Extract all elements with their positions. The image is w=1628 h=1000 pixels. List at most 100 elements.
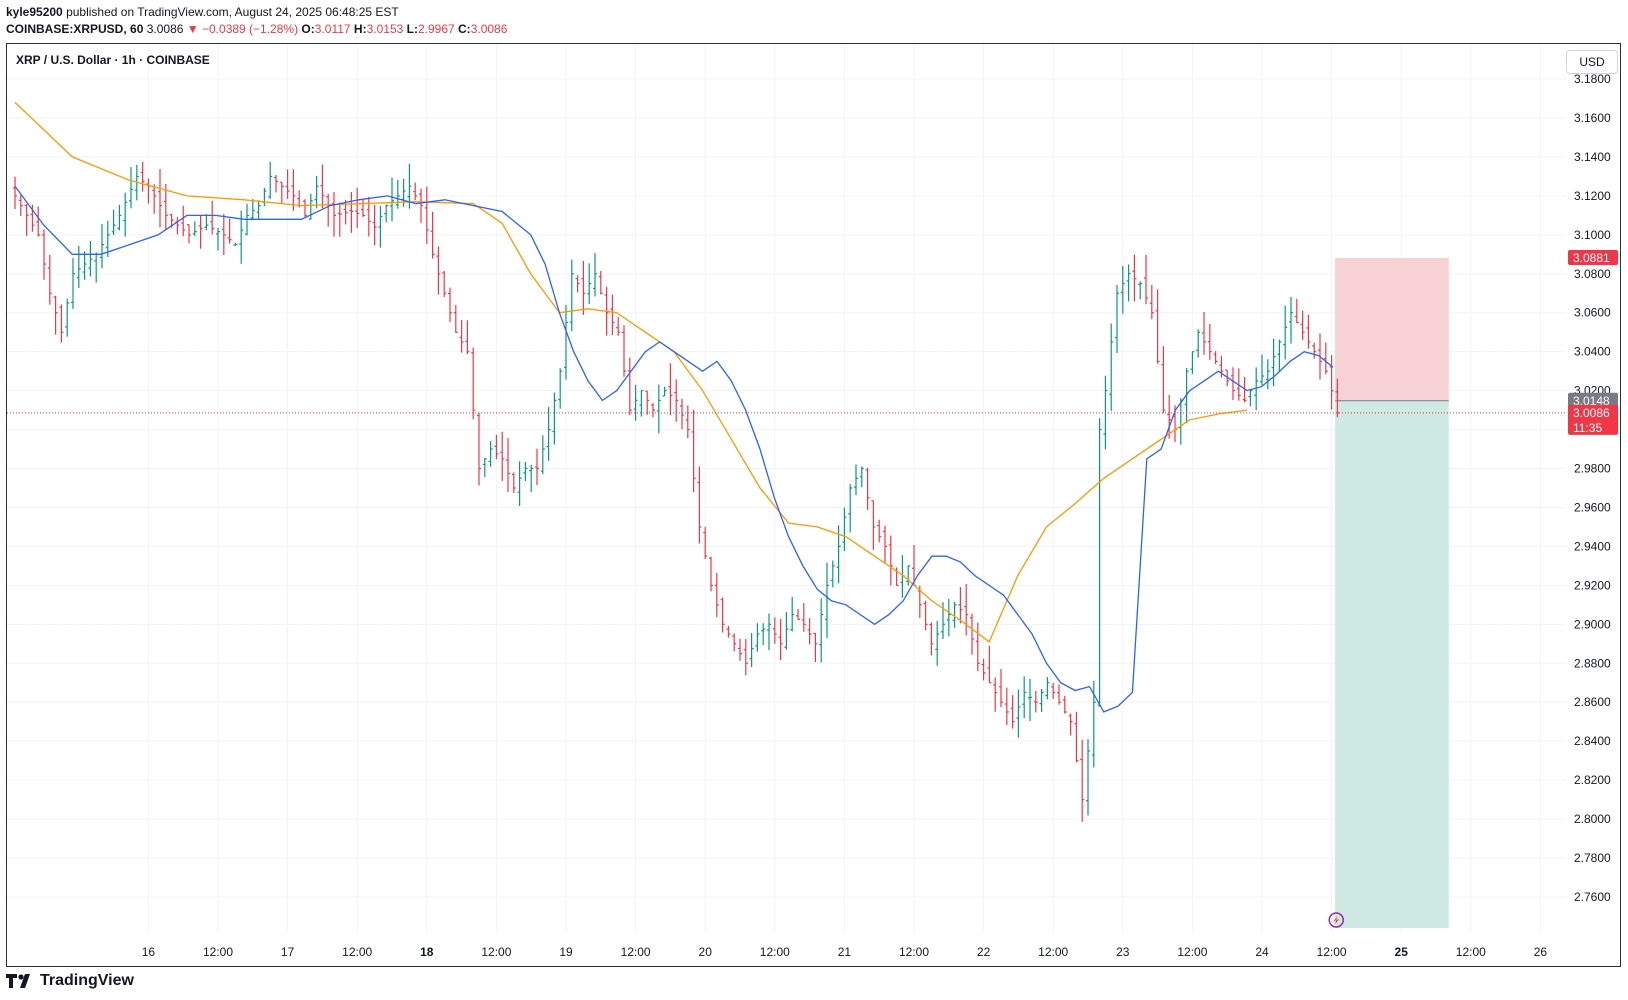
candle: [111, 209, 116, 235]
candle: [1109, 323, 1114, 411]
symbol-title: XRP / U.S. Dollar · 1h · COINBASE: [16, 53, 210, 67]
publisher-name[interactable]: kyle95200: [6, 5, 63, 19]
y-tick-label: 2.8000: [1574, 812, 1611, 826]
candle: [714, 572, 719, 618]
currency-button[interactable]: USD: [1566, 50, 1618, 74]
candle: [1080, 739, 1085, 822]
candle: [540, 435, 545, 475]
candle: [935, 620, 940, 666]
candle: [453, 304, 458, 333]
candle: [1057, 684, 1061, 705]
candle: [163, 183, 168, 231]
tradingview-logo[interactable]: TradingView: [6, 972, 134, 990]
candle: [830, 560, 835, 588]
sparkle-bolt-icon: [1333, 916, 1340, 924]
candle: [361, 199, 365, 218]
candle: [616, 316, 621, 336]
x-tick-label: 12:00: [1317, 945, 1347, 959]
candle: [94, 252, 99, 283]
candle: [1028, 678, 1032, 721]
candle: [1289, 296, 1293, 344]
candle: [1202, 311, 1206, 355]
candle: [42, 229, 46, 280]
candle: [256, 200, 261, 220]
candle: [233, 242, 238, 246]
candle: [488, 440, 493, 467]
candle: [1155, 289, 1160, 364]
candle: [181, 205, 186, 237]
candle: [511, 472, 516, 493]
entry-price-label-bg: [1568, 392, 1618, 408]
y-tick-label: 3.1600: [1574, 111, 1611, 125]
candle: [749, 632, 754, 668]
candle: [76, 245, 81, 289]
y-tick-label: 2.8800: [1574, 656, 1611, 670]
candle: [268, 161, 273, 199]
candle: [946, 599, 951, 637]
candle: [175, 216, 180, 235]
candle: [558, 368, 563, 409]
candle: [158, 169, 162, 228]
candle: [871, 500, 876, 550]
candle: [622, 325, 626, 377]
candle: [1016, 689, 1021, 738]
candle: [883, 525, 887, 564]
candle: [500, 431, 505, 481]
candle: [1022, 676, 1027, 719]
candle: [227, 218, 232, 244]
candle: [987, 645, 992, 684]
candle: [842, 507, 847, 552]
candle: [801, 603, 806, 632]
candle: [813, 632, 818, 663]
candle: [854, 464, 858, 496]
candle: [517, 461, 522, 507]
candle: [436, 246, 441, 295]
candle: [1231, 367, 1235, 401]
publisher-line: kyle95200 published on TradingView.com, …: [6, 5, 399, 19]
x-tick-label: 12:00: [342, 945, 372, 959]
candle: [627, 357, 632, 416]
y-tick-label: 3.1400: [1574, 150, 1611, 164]
candle: [13, 176, 17, 209]
candle: [152, 184, 157, 214]
candle: [743, 639, 748, 676]
candle: [1045, 677, 1050, 700]
y-tick-label: 2.7800: [1574, 851, 1611, 865]
y-tick-label: 2.9200: [1574, 578, 1611, 592]
candle: [836, 525, 841, 584]
candle: [326, 194, 331, 227]
candle: [1138, 281, 1143, 300]
candle: [999, 669, 1003, 708]
x-tick-label: 12:00: [481, 945, 511, 959]
candle: [952, 601, 957, 628]
candle: [1225, 369, 1230, 387]
candle: [430, 211, 435, 259]
candle: [906, 565, 911, 586]
x-tick-label: 24: [1255, 945, 1269, 959]
x-tick-label: 18: [420, 945, 434, 959]
y-tick-label: 2.8200: [1574, 773, 1611, 787]
candle: [1312, 342, 1317, 359]
candle: [865, 467, 870, 510]
open-label: O:: [301, 22, 315, 36]
candle: [465, 320, 470, 355]
entry-price-label: 3.0148: [1573, 394, 1610, 408]
y-tick-label: 3.0400: [1574, 345, 1611, 359]
candle: [877, 519, 882, 543]
candle: [82, 251, 87, 280]
candle: [129, 167, 133, 209]
stop-price-label: 3.0881: [1573, 251, 1610, 265]
candle: [778, 619, 783, 660]
ema-fast-line: [14, 185, 1334, 713]
candle: [1004, 687, 1009, 726]
candle: [448, 287, 452, 323]
candle: [355, 187, 360, 229]
candle: [656, 384, 661, 434]
candle: [975, 622, 980, 672]
candle: [535, 448, 539, 486]
candle: [123, 192, 128, 237]
candle: [262, 187, 267, 207]
candle: [1329, 355, 1334, 410]
candle: [419, 188, 423, 223]
